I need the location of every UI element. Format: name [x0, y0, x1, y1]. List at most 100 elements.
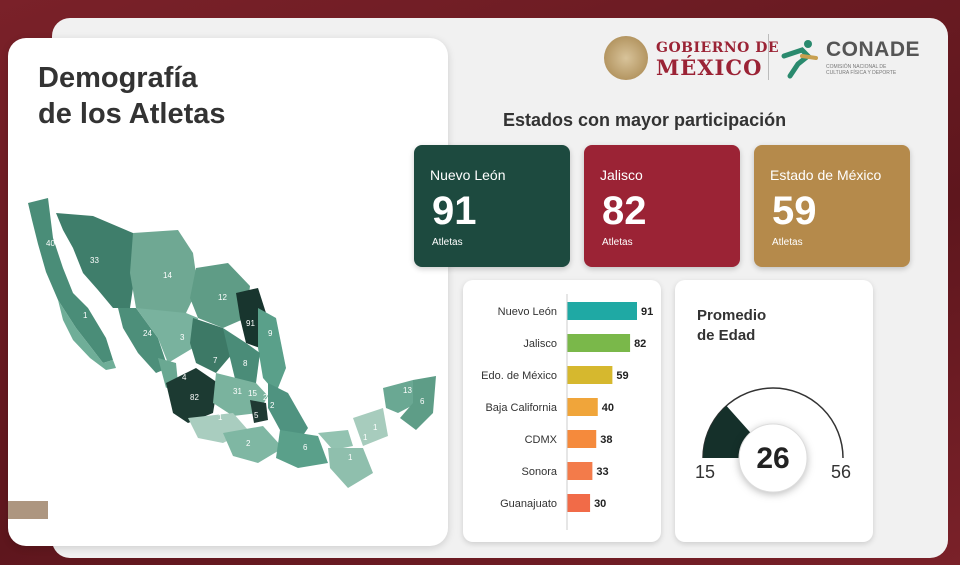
page-title: Demografía de los Atletas [38, 60, 298, 132]
bar [567, 366, 613, 384]
conade-runner-icon [781, 40, 818, 79]
map-label: 24 [143, 329, 152, 338]
age-title: Promedio de Edad [697, 306, 817, 346]
conade-logo-text: CONADE [826, 38, 921, 61]
bar [567, 302, 637, 320]
stat-card-estado-de-mexico: Estado de México 59 Atletas [754, 145, 910, 267]
map-label: 1 [218, 413, 223, 422]
map-label: 14 [163, 271, 172, 280]
map-region-sinaloa [118, 308, 168, 373]
conade-subtitle: COMISIÓN NACIONAL DE CULTURA FÍSICA Y DE… [826, 64, 897, 76]
map-region-oaxaca [276, 430, 328, 468]
stat-card-unit: Atletas [772, 237, 803, 248]
map-label: 12 [218, 293, 227, 302]
map-label: 1 [348, 453, 353, 462]
section-title: Estados con mayor participación [503, 110, 787, 130]
bar-category-label: Sonora [522, 466, 558, 478]
stat-card-value: 82 [602, 189, 647, 233]
map-region-coahuila [190, 263, 250, 328]
map-region-jalisco [166, 368, 218, 423]
title-line-1: Demografía [38, 62, 198, 94]
map-label: 15 [248, 389, 257, 398]
map-label: 6 [303, 443, 308, 452]
side-logo-decoration [8, 501, 48, 519]
bar-value-label: 59 [616, 370, 628, 382]
map-region-chihuahua [130, 230, 198, 318]
map-label: 6 [420, 397, 425, 406]
map-label: 33 [90, 256, 99, 265]
map-region-tabasco [318, 430, 353, 450]
map-label: 9 [268, 329, 273, 338]
bar [567, 462, 593, 480]
map-label: 82 [190, 393, 199, 402]
map-region-veracruz [268, 383, 308, 440]
age-card: Promedio de Edad 26 15 56 [675, 280, 873, 542]
map-region-baja-california [28, 198, 113, 363]
bar-value-label: 82 [634, 338, 646, 350]
map-region-edomex [250, 400, 268, 423]
logo-divider [768, 34, 769, 80]
map-label: 2 [263, 393, 268, 402]
bar-value-label: 33 [596, 466, 608, 478]
map-region-tamaulipas [258, 308, 286, 393]
map-region-campeche [353, 408, 388, 446]
map-card: Demografía de los Atletas [8, 38, 448, 546]
stat-card-unit: Atletas [602, 237, 633, 248]
map-label: 5 [254, 411, 259, 420]
bar-value-label: 30 [594, 498, 606, 510]
age-title-line-1: Promedio [697, 307, 767, 324]
gauge-center-circle [738, 423, 808, 493]
stat-card-state: Nuevo León [430, 167, 506, 183]
bar-value-label: 38 [600, 434, 612, 446]
bar-category-label: Jalisco [523, 338, 557, 350]
map-region-durango [136, 308, 198, 363]
bar [567, 494, 591, 512]
map-region-chiapas [328, 448, 373, 488]
bar-value-label: 40 [602, 402, 614, 414]
map-region-zacatecas [190, 318, 233, 373]
map-label: 1 [83, 311, 88, 320]
map-label: 1 [363, 433, 368, 442]
age-gauge: 26 15 56 [695, 387, 851, 493]
age-max-label: 56 [831, 462, 851, 482]
map-label: 31 [233, 387, 242, 396]
stat-card-unit: Atletas [432, 237, 463, 248]
map-region-baja-california-sur [58, 300, 116, 370]
map-region-slp [223, 328, 260, 383]
stat-card-jalisco: Jalisco 82 Atletas [584, 145, 740, 267]
map-label: 3 [180, 333, 185, 342]
bar [567, 430, 597, 448]
stat-card-nuevo-leon: Nuevo León 91 Atletas [414, 145, 570, 267]
bar [567, 334, 631, 352]
mexico-map: 40 33 14 12 91 9 24 3 7 8 82 4 31 15 2 2… [28, 198, 436, 488]
map-region-sonora [56, 213, 136, 308]
map-region-guerrero [223, 426, 283, 463]
map-label: 2 [270, 401, 275, 410]
stat-card-value: 91 [432, 189, 477, 233]
header-logos: GOBIERNO DE MÉXICO CONADE COMISIÓN NACIO… [600, 30, 930, 86]
bar-category-label: CDMX [525, 434, 558, 446]
bar-chart: Nuevo León 91 Jalisco 82 Edo. de México 59 Baj… [481, 294, 653, 530]
map-label: 40 [46, 239, 55, 248]
map-label: 1 [373, 423, 378, 432]
map-label: 13 [403, 386, 412, 395]
age-value: 26 [756, 442, 789, 475]
bar [567, 398, 598, 416]
bar-category-label: Nuevo León [498, 306, 557, 318]
map-label: 91 [246, 319, 255, 328]
bar-chart-card: Nuevo León 91 Jalisco 82 Edo. de México 59 Baj… [463, 280, 661, 542]
mexico-seal-icon [604, 36, 648, 80]
map-label: 7 [213, 356, 218, 365]
bar-category-label: Baja California [485, 402, 557, 414]
age-title-line-2: de Edad [697, 327, 756, 344]
map-label: 4 [182, 373, 187, 382]
map-label: 2 [246, 439, 251, 448]
map-label: 8 [243, 359, 248, 368]
map-region-quintana-roo [400, 376, 436, 430]
stat-card-value: 59 [772, 189, 817, 233]
stat-card-state: Estado de México [770, 167, 882, 183]
age-min-label: 15 [695, 462, 715, 482]
bar-category-label: Guanajuato [500, 498, 557, 510]
bar-value-label: 91 [641, 306, 653, 318]
stat-card-state: Jalisco [600, 167, 643, 183]
